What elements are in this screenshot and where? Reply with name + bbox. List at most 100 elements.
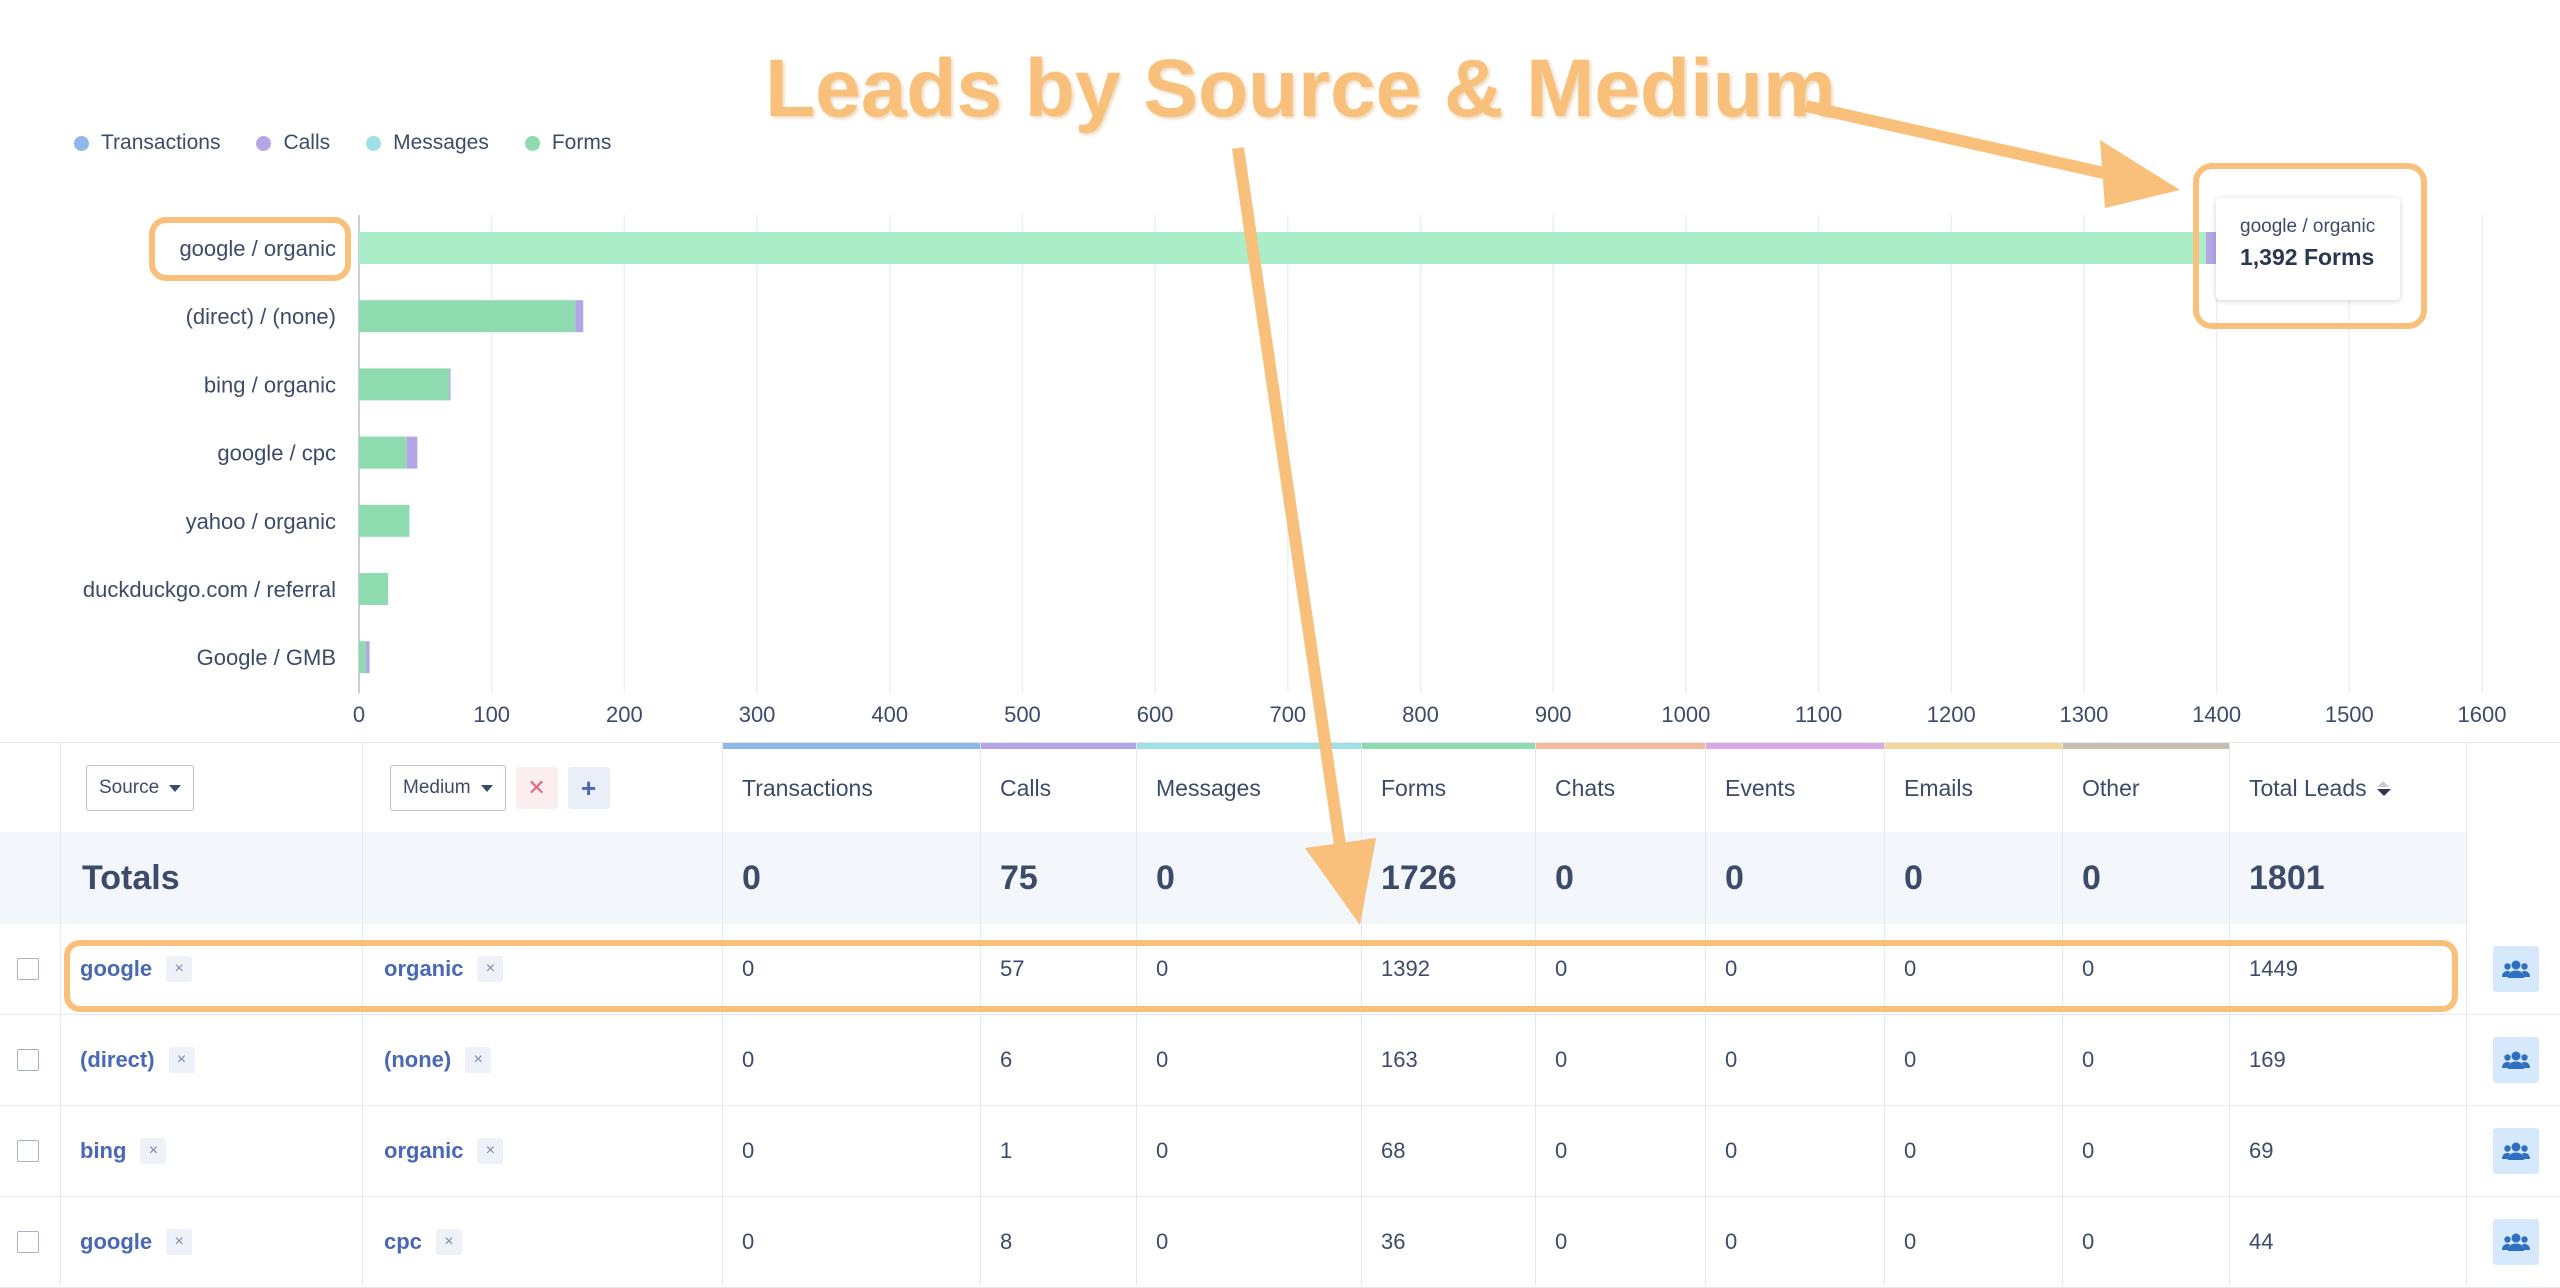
row-checkbox[interactable] (17, 1049, 39, 1071)
source-tag[interactable]: (direct) (80, 1047, 155, 1072)
legend-item-transactions[interactable]: Transactions (74, 131, 220, 155)
legend-item-calls[interactable]: Calls (256, 131, 330, 155)
column-header-label: Transactions (742, 774, 873, 801)
medium-tag[interactable]: organic (384, 1138, 464, 1163)
legend-label: Transactions (101, 131, 221, 154)
legend-dot (524, 135, 540, 151)
remove-medium-button[interactable]: × (435, 1229, 462, 1255)
cell-value: 1392 (1381, 956, 1430, 981)
bar-forms[interactable] (359, 504, 410, 537)
remove-source-button[interactable]: × (140, 1138, 167, 1164)
source-cell: google × (80, 1197, 193, 1287)
column-header-emails[interactable]: Emails (1904, 743, 1973, 833)
column-header-events[interactable]: Events (1725, 743, 1795, 833)
bar-forms[interactable] (359, 641, 366, 674)
column-header-other[interactable]: Other (2082, 743, 2140, 833)
row-checkbox[interactable] (17, 1231, 39, 1253)
bar-forms[interactable] (359, 436, 407, 469)
medium-tag[interactable]: cpc (384, 1229, 422, 1254)
column-header-chats[interactable]: Chats (1555, 743, 1615, 833)
medium-tag[interactable]: (none) (384, 1047, 452, 1072)
column-header-label: Total Leads (2249, 774, 2367, 801)
column-color-bar (1884, 743, 2062, 749)
tooltip-category: google / organic (2240, 216, 2376, 237)
bar-forms[interactable] (359, 232, 2207, 264)
category-label: (direct) / (none) (186, 304, 336, 329)
column-header-messages[interactable]: Messages (1156, 743, 1261, 833)
column-divider (2062, 742, 2063, 1285)
total-value: 0 (1725, 858, 1744, 897)
category-label: yahoo / organic (186, 509, 336, 534)
column-color-bar (1361, 743, 1535, 749)
tooltip-value: 1,392 Forms (2240, 244, 2375, 270)
column-divider (2229, 742, 2230, 1285)
x-tick-label: 1600 (2458, 702, 2507, 727)
sort-icon[interactable] (2376, 780, 2391, 796)
medium-select-label: Medium (403, 777, 471, 798)
column-divider (722, 742, 723, 1285)
medium-tag[interactable]: organic (384, 956, 464, 981)
x-tick-label: 500 (1004, 702, 1041, 727)
view-leads-button[interactable] (2493, 1128, 2539, 1174)
source-filter-cell: Source (86, 743, 366, 833)
caret-down-icon (169, 784, 182, 792)
cell-value: 0 (742, 1047, 755, 1072)
column-color-bar (722, 743, 980, 749)
remove-filter-button[interactable]: ✕ (515, 767, 558, 809)
users-icon (2502, 1051, 2530, 1069)
caret-down-icon (480, 784, 493, 792)
remove-source-button[interactable]: × (166, 1229, 193, 1255)
remove-medium-button[interactable]: × (477, 1138, 504, 1164)
remove-medium-button[interactable]: × (477, 956, 504, 982)
remove-source-button[interactable]: × (168, 1047, 195, 1073)
x-tick-label: 1300 (2059, 702, 2108, 727)
cell-value: 8 (1000, 1229, 1013, 1254)
column-color-bar (980, 743, 1136, 749)
bar-forms[interactable] (359, 300, 576, 333)
column-color-bar (2062, 743, 2229, 749)
bar-calls[interactable] (575, 300, 584, 333)
view-leads-button[interactable] (2493, 1219, 2539, 1265)
legend-item-forms[interactable]: Forms (524, 131, 611, 155)
column-header-label: Events (1725, 774, 1796, 801)
column-header-transactions[interactable]: Transactions (742, 743, 873, 833)
bar-calls[interactable] (406, 436, 418, 469)
column-divider (1884, 742, 1885, 1285)
x-tick-label: 1500 (2325, 702, 2374, 727)
column-header-calls[interactable]: Calls (1000, 743, 1051, 833)
bar-forms[interactable] (359, 368, 450, 401)
x-tick-label: 800 (1402, 702, 1439, 727)
column-header-forms[interactable]: Forms (1381, 743, 1446, 833)
medium-select[interactable]: Medium (390, 765, 506, 811)
column-divider (362, 742, 363, 1285)
row-checkbox[interactable] (17, 958, 39, 980)
legend-item-messages[interactable]: Messages (366, 131, 489, 155)
view-leads-button[interactable] (2493, 1037, 2539, 1083)
row-select-cell (17, 1197, 39, 1287)
remove-source-button[interactable]: × (166, 956, 193, 982)
source-cell: google × (80, 924, 193, 1014)
row-checkbox[interactable] (17, 1140, 39, 1162)
cell-value: 0 (1904, 1229, 1917, 1254)
bar-forms[interactable] (359, 573, 389, 605)
bar-calls[interactable] (449, 368, 451, 401)
column-color-bar (1535, 743, 1705, 749)
column-header-total-leads[interactable]: Total Leads (2249, 743, 2391, 833)
source-cell: (direct) × (80, 1015, 195, 1105)
source-select[interactable]: Source (86, 765, 195, 811)
remove-medium-button[interactable]: × (465, 1047, 492, 1073)
column-divider (60, 742, 61, 1285)
bar-calls[interactable] (365, 641, 370, 674)
x-tick-label: 900 (1535, 702, 1572, 727)
column-header-label: Other (2082, 774, 2140, 801)
cell-value: 169 (2249, 1047, 2286, 1072)
view-leads-button[interactable] (2493, 946, 2539, 992)
source-tag[interactable]: bing (80, 1138, 127, 1163)
x-tick-label: 1400 (2192, 702, 2241, 727)
cell-value: 0 (742, 1138, 755, 1163)
legend-label: Messages (393, 131, 489, 154)
cell-value: 0 (742, 956, 755, 981)
add-filter-button[interactable]: + (567, 767, 610, 809)
source-tag[interactable]: google (80, 1229, 153, 1254)
source-tag[interactable]: google (80, 956, 153, 981)
